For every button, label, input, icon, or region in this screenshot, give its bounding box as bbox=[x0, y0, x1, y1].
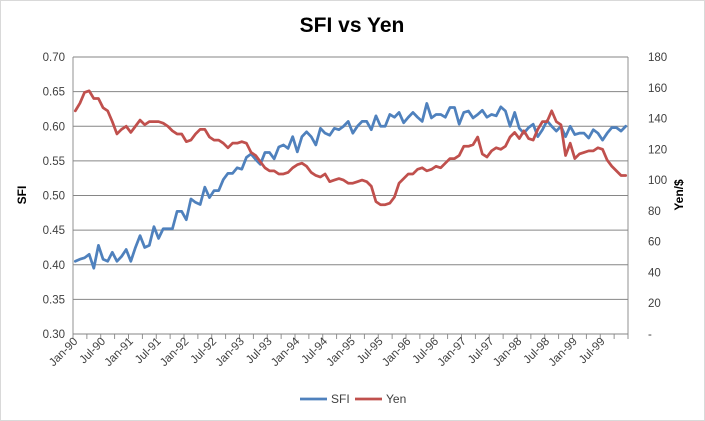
right-tick-label: 80 bbox=[648, 206, 661, 218]
right-tick-label: - bbox=[648, 329, 652, 341]
right-tick-label: 160 bbox=[648, 83, 667, 95]
left-tick-label: 0.55 bbox=[43, 156, 65, 168]
left-tick-label: 0.70 bbox=[43, 52, 65, 64]
x-axis: Jan-90Jul-90Jan-91Jul-91Jan-92Jul-92Jan-… bbox=[47, 334, 629, 369]
x-tick-label: Jan-98 bbox=[491, 336, 524, 369]
x-tick-label: Jan-94 bbox=[269, 335, 303, 369]
left-tick-label: 0.60 bbox=[43, 121, 65, 133]
plot-series bbox=[73, 89, 628, 270]
x-tick-label: Jan-97 bbox=[436, 336, 469, 369]
series-line-sfi bbox=[73, 102, 628, 270]
left-tick-label: 0.30 bbox=[43, 329, 65, 341]
left-tick-label: 0.35 bbox=[43, 294, 65, 306]
left-axis: 0.30 0.35 0.40 0.45 0.50 0.55 0.60 0.65 0.70 bbox=[43, 52, 65, 341]
legend-label-yen: Yen bbox=[386, 392, 406, 406]
x-tick-label: Jan-93 bbox=[214, 336, 247, 369]
right-tick-label: 40 bbox=[648, 267, 661, 279]
left-tick-label: 0.40 bbox=[43, 260, 65, 272]
x-tick-label: Jan-92 bbox=[158, 336, 191, 369]
right-tick-label: 180 bbox=[648, 52, 667, 64]
right-tick-label: 140 bbox=[648, 114, 667, 126]
left-axis-title: SFI bbox=[15, 186, 29, 205]
x-tick-label: Jan-96 bbox=[380, 336, 413, 369]
chart-title: SFI vs Yen bbox=[300, 14, 405, 37]
right-axis: - 20 40 60 80 100 120 140 160 180 bbox=[648, 52, 667, 341]
legend: SFI Yen bbox=[300, 392, 406, 406]
left-tick-label: 0.45 bbox=[43, 225, 65, 237]
gridlines bbox=[72, 56, 629, 335]
x-tick-label: Jan-95 bbox=[325, 336, 358, 369]
right-axis-title: Yen/$ bbox=[672, 179, 686, 211]
left-tick-label: 0.50 bbox=[43, 191, 65, 203]
series-line-yen bbox=[73, 89, 628, 207]
right-tick-label: 120 bbox=[648, 144, 667, 156]
x-tick-label: Jul-99 bbox=[577, 336, 608, 367]
x-tick-label: Jan-99 bbox=[547, 336, 580, 369]
legend-label-sfi: SFI bbox=[331, 392, 350, 406]
right-tick-label: 100 bbox=[648, 175, 667, 187]
left-tick-label: 0.65 bbox=[43, 87, 65, 99]
right-tick-label: 20 bbox=[648, 298, 661, 310]
x-tick-label: Jan-91 bbox=[103, 336, 136, 369]
right-tick-label: 60 bbox=[648, 237, 661, 249]
